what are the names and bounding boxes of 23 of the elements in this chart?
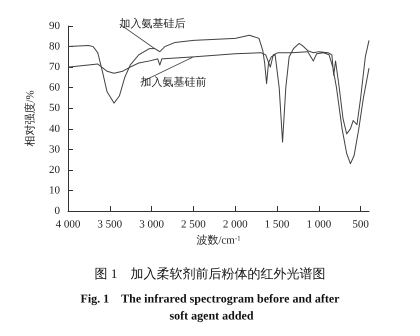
text: Fig. 1 The infrared spectrogram before and after soft agent added <box>80 292 340 322</box>
x-tick-label: 4 000 <box>56 218 81 230</box>
y-tick-label: 60 <box>49 82 60 94</box>
x-tick-label: 500 <box>352 218 370 230</box>
x-tick-label: 1 000 <box>306 218 332 230</box>
y-axis-title: 相对强度/% <box>24 90 36 147</box>
x-tick-label: 1 500 <box>264 218 290 230</box>
y-tick-label: 10 <box>49 184 60 196</box>
y-tick-label: 40 <box>49 122 60 135</box>
y-tick-label: 90 <box>49 20 60 32</box>
y-tick-label: 0 <box>54 205 60 217</box>
series-label: 加入氨基硅前 <box>140 75 206 88</box>
text: 图 1 加入柔软剂前后粉体的红外光谱图 <box>94 266 326 281</box>
x-tick-label: 3 000 <box>139 218 164 230</box>
y-tick-label: 80 <box>49 40 60 53</box>
x-tick-label: 3 500 <box>97 218 123 230</box>
y-tick-label: 70 <box>49 61 60 74</box>
y-tick-label: 30 <box>49 143 60 156</box>
y-tick-label: 50 <box>49 102 60 114</box>
y-tick-label: 20 <box>49 164 60 176</box>
x-tick-label: 2 000 <box>222 218 248 230</box>
x-tick-label: 2 500 <box>181 218 206 230</box>
series-label: 加入氨基硅后 <box>120 17 186 30</box>
